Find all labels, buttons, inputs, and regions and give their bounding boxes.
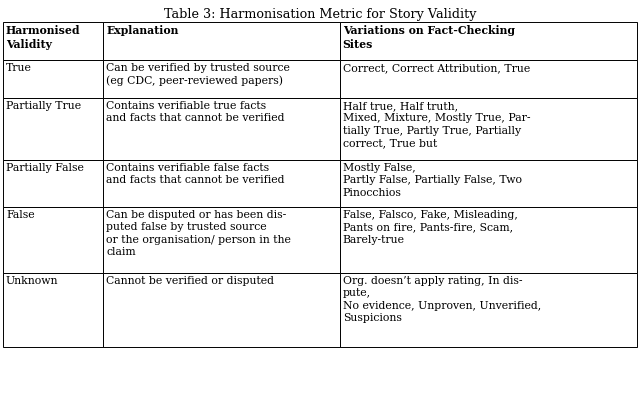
Text: Can be disputed or has been dis-
puted false by trusted source
or the organisati: Can be disputed or has been dis- puted f…	[106, 210, 291, 257]
Text: Variations on Fact-Checking
Sites: Variations on Fact-Checking Sites	[342, 25, 515, 50]
Text: True: True	[6, 63, 32, 73]
Text: False, Falsco, Fake, Misleading,
Pants on fire, Pants-fire, Scam,
Barely-true: False, Falsco, Fake, Misleading, Pants o…	[342, 210, 518, 245]
Text: Cannot be verified or disputed: Cannot be verified or disputed	[106, 276, 274, 286]
Bar	[3, 273, 103, 347]
Bar	[340, 207, 637, 273]
Bar	[3, 160, 103, 207]
Bar	[3, 22, 103, 60]
Text: Correct, Correct Attribution, True: Correct, Correct Attribution, True	[342, 63, 530, 73]
Bar	[340, 273, 637, 347]
Bar	[103, 273, 340, 347]
Bar	[103, 207, 340, 273]
Bar	[103, 22, 340, 60]
Bar	[103, 98, 340, 160]
Bar	[340, 60, 637, 98]
Bar	[3, 207, 103, 273]
Text: Org. doesn’t apply rating, In dis-
pute,
No evidence, Unproven, Unverified,
Susp: Org. doesn’t apply rating, In dis- pute,…	[342, 276, 541, 323]
Text: Harmonised
Validity: Harmonised Validity	[6, 25, 81, 50]
Text: Half true, Half truth,
Mixed, Mixture, Mostly True, Par-
tially True, Partly Tru: Half true, Half truth, Mixed, Mixture, M…	[342, 101, 530, 148]
Text: False: False	[6, 210, 35, 220]
Bar	[103, 60, 340, 98]
Text: Table 3: Harmonisation Metric for Story Validity: Table 3: Harmonisation Metric for Story …	[164, 8, 476, 21]
Text: Partially False: Partially False	[6, 163, 84, 173]
Text: Partially True: Partially True	[6, 101, 81, 111]
Bar	[340, 98, 637, 160]
Bar	[340, 22, 637, 60]
Text: Contains verifiable true facts
and facts that cannot be verified: Contains verifiable true facts and facts…	[106, 101, 285, 124]
Text: Mostly False,
Partly False, Partially False, Two
Pinocchios: Mostly False, Partly False, Partially Fa…	[342, 163, 522, 198]
Bar	[340, 160, 637, 207]
Text: Contains verifiable false facts
and facts that cannot be verified: Contains verifiable false facts and fact…	[106, 163, 285, 185]
Bar	[3, 60, 103, 98]
Bar	[3, 98, 103, 160]
Text: Unknown: Unknown	[6, 276, 58, 286]
Bar	[103, 160, 340, 207]
Text: Explanation: Explanation	[106, 25, 179, 36]
Text: Can be verified by trusted source
(eg CDC, peer-reviewed papers): Can be verified by trusted source (eg CD…	[106, 63, 290, 86]
